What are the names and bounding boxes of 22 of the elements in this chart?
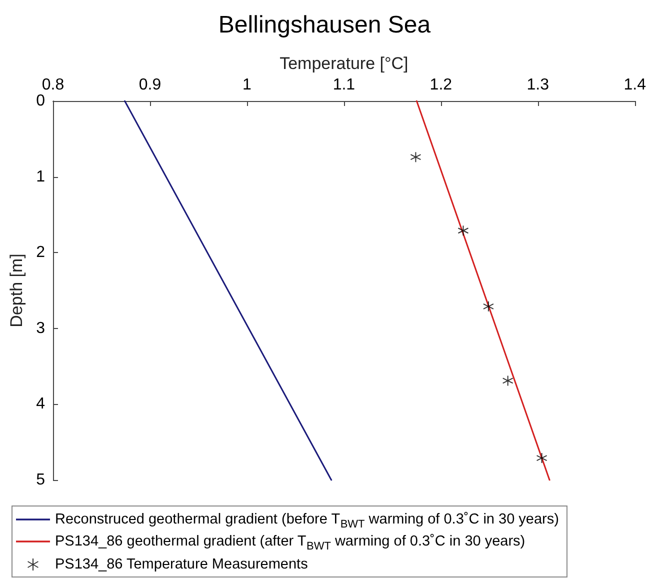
point xyxy=(410,152,422,163)
y-axis-title: Depth [m] xyxy=(7,254,26,328)
point xyxy=(502,375,514,386)
y-tick-label: 3 xyxy=(36,320,46,337)
x-axis-title: Temperature [°C] xyxy=(280,54,408,74)
x-tick-label: 1.2 xyxy=(430,76,452,94)
x-tick-label: 1 xyxy=(242,76,252,94)
x-tick-label: 1.3 xyxy=(526,76,550,94)
y-tick-label: 5 xyxy=(36,472,46,488)
point xyxy=(458,225,469,236)
point xyxy=(482,300,494,312)
y-tick-label: 0 xyxy=(36,92,46,110)
point xyxy=(536,452,548,464)
y-tick-label: 2 xyxy=(36,244,46,262)
legend-label: PS134_86 Temperature Measurements xyxy=(55,556,308,572)
y-tick-label: 4 xyxy=(36,396,46,413)
x-tick-label: 0.9 xyxy=(138,76,162,94)
chart-title: Bellingshausen Sea xyxy=(218,12,432,38)
x-tick-label: 1.1 xyxy=(332,76,356,94)
y-tick-label: 1 xyxy=(36,168,46,186)
x-tick-label: 1.4 xyxy=(624,76,646,94)
x-tick-label: 0.8 xyxy=(42,76,64,94)
